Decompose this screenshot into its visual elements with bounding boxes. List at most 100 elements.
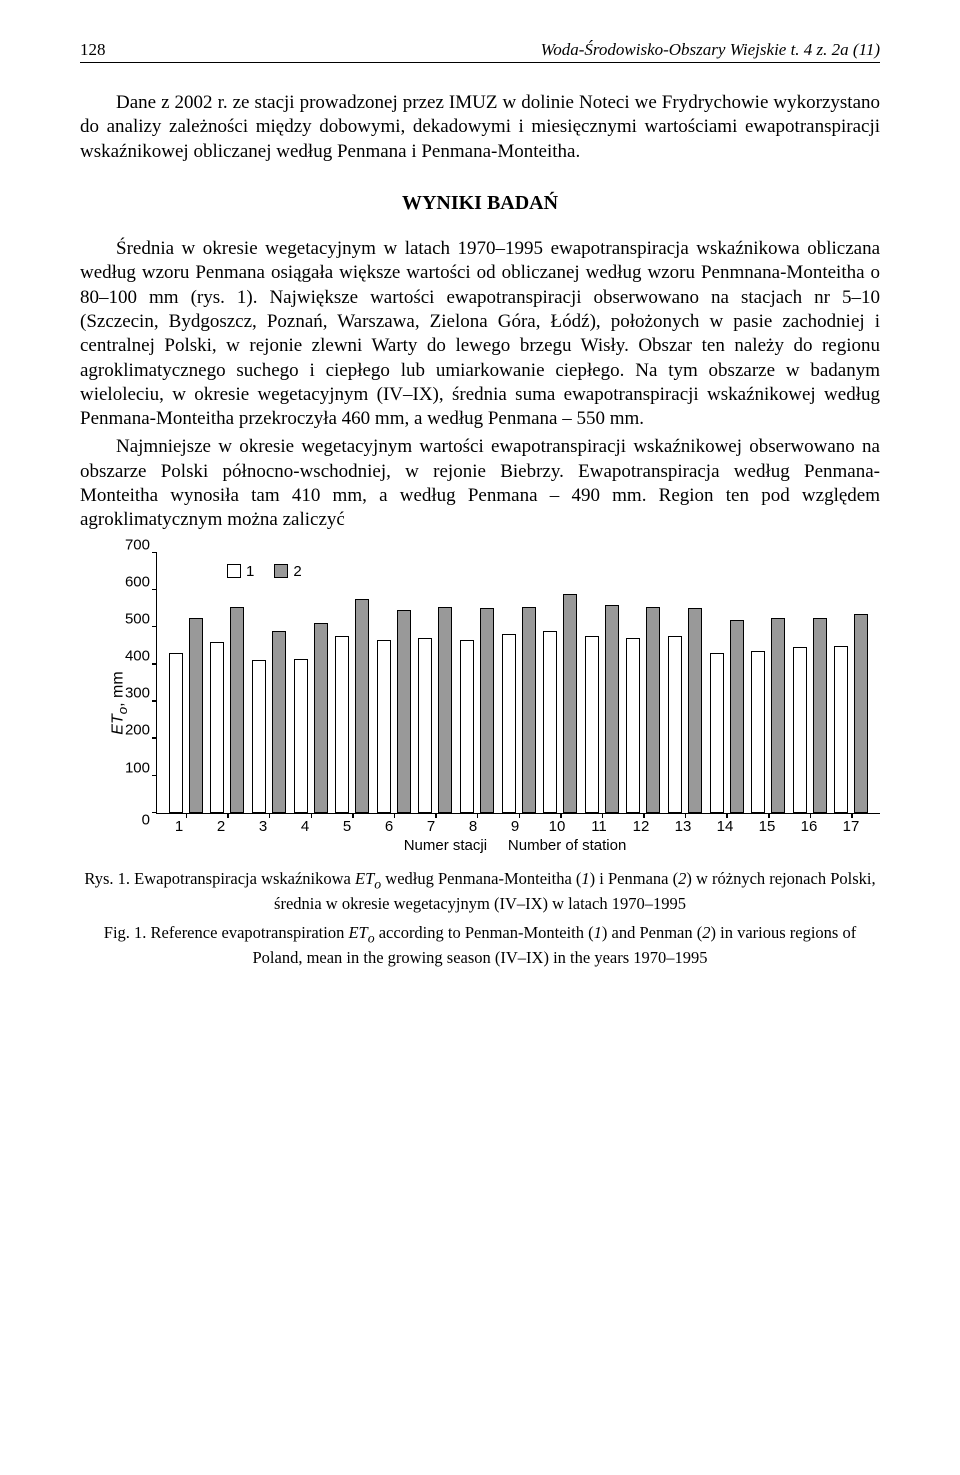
bar-series-2 [480, 608, 494, 812]
bar-series-2 [355, 599, 369, 813]
x-tick-mark [726, 813, 728, 818]
bar-series-1 [668, 636, 682, 812]
page: 12 8 Woda-Środowisko-Obszary Wiejskie t. … [0, 0, 960, 1019]
x-tick-label: 16 [788, 818, 830, 835]
x-tick-label: 10 [536, 818, 578, 835]
paragraph-3: Najmniejsze w okresie wegetacyjnym warto… [80, 435, 880, 532]
plot-row: 7006005004003002001000 1 2 [110, 553, 880, 814]
bar-group [165, 618, 207, 813]
x-tick-label: 8 [452, 818, 494, 835]
x-tick-label: 11 [578, 818, 620, 835]
bar-series-1 [377, 640, 391, 813]
y-tick-label: 200 [125, 723, 150, 738]
bar-group [623, 607, 665, 813]
x-tick-mark [311, 813, 313, 818]
y-tick-mark [152, 663, 157, 665]
x-ticks: 1234567891011121314151617 [150, 814, 880, 835]
x-tick-label: 2 [200, 818, 242, 835]
bar-series-1 [502, 634, 516, 812]
bar-group [248, 631, 290, 813]
bar-group [456, 608, 498, 812]
x-tick-mark [560, 813, 562, 818]
bar-series-2 [771, 618, 785, 813]
y-ticks: 7006005004003002001000 [110, 553, 156, 813]
bar-group [789, 618, 831, 813]
chart-container: ETo, mm 7006005004003002001000 1 2 [110, 553, 880, 854]
bar-series-2 [854, 614, 868, 813]
section-title: WYNIKI BADAŃ [80, 192, 880, 215]
bar-group [498, 607, 540, 813]
bar-series-2 [813, 618, 827, 813]
x-tick-mark [477, 813, 479, 818]
x-tick-label: 5 [326, 818, 368, 835]
bar-group [415, 607, 457, 813]
x-tick-label: 9 [494, 818, 536, 835]
bar-series-1 [252, 660, 266, 812]
y-tick-mark [152, 552, 157, 554]
bar-group [373, 610, 415, 812]
bar-group [747, 618, 789, 813]
bar-series-2 [563, 594, 577, 813]
bar-series-1 [294, 659, 308, 813]
bar-series-2 [688, 608, 702, 812]
bar-series-1 [585, 636, 599, 812]
x-axis-label: Numer stacji Number of station [150, 837, 880, 854]
bar-group [581, 605, 623, 813]
y-tick-label: 100 [125, 760, 150, 775]
paragraph-2: Średnia w okresie wegetacyjnym w latach … [80, 237, 880, 432]
bar-series-1 [169, 653, 183, 813]
x-tick-label: 7 [410, 818, 452, 835]
figure-1: ETo, mm 7006005004003002001000 1 2 [80, 553, 880, 969]
bar-group [706, 620, 748, 813]
y-tick-label: 500 [125, 611, 150, 626]
bar-series-1 [710, 653, 724, 813]
x-tick-label: 17 [830, 818, 872, 835]
figure-caption: Rys. 1. Ewapotranspiracja wskaźnikowa ET… [80, 868, 880, 969]
y-tick-mark [152, 775, 157, 777]
x-tick-mark [186, 813, 188, 818]
y-tick-label: 400 [125, 649, 150, 664]
running-title: Woda-Środowisko-Obszary Wiejskie t. 4 z.… [541, 40, 880, 60]
bar-series-2 [272, 631, 286, 813]
bar-series-2 [438, 607, 452, 813]
x-tick-mark [643, 813, 645, 818]
bars-container [157, 553, 880, 813]
bar-series-2 [605, 605, 619, 813]
bar-group [539, 594, 581, 813]
running-header: 128 Woda-Środowisko-Obszary Wiejskie t. … [80, 40, 880, 63]
y-tick-label: 700 [125, 537, 150, 552]
x-tick-label: 12 [620, 818, 662, 835]
y-tick-label: 0 [142, 812, 150, 827]
bar-series-2 [522, 607, 536, 813]
bar-series-2 [397, 610, 411, 812]
x-tick-mark [602, 813, 604, 818]
bar-group [207, 607, 249, 813]
x-ticks-wrap: 1234567891011121314151617 Numer stacji N… [150, 814, 880, 854]
x-tick-mark [851, 813, 853, 818]
bar-series-1 [210, 642, 224, 813]
y-tick-mark [152, 589, 157, 591]
bar-series-1 [418, 638, 432, 813]
x-tick-label: 6 [368, 818, 410, 835]
x-tick-label: 4 [284, 818, 326, 835]
x-tick-label: 15 [746, 818, 788, 835]
bar-group [831, 614, 873, 813]
y-tick-mark [152, 626, 157, 628]
bar-series-1 [793, 647, 807, 812]
plot-area: 1 2 [156, 553, 880, 814]
x-tick-mark [810, 813, 812, 818]
bar-series-2 [730, 620, 744, 813]
x-tick-label: 3 [242, 818, 284, 835]
y-tick-mark [152, 737, 157, 739]
bar-series-1 [626, 638, 640, 813]
bar-series-2 [230, 607, 244, 813]
x-tick-mark [352, 813, 354, 818]
bar-series-2 [189, 618, 203, 813]
bar-series-1 [834, 646, 848, 813]
bar-series-2 [646, 607, 660, 813]
x-tick-label: 13 [662, 818, 704, 835]
y-tick-label: 300 [125, 686, 150, 701]
bar-series-1 [335, 636, 349, 812]
x-tick-mark [519, 813, 521, 818]
bar-series-1 [751, 651, 765, 813]
